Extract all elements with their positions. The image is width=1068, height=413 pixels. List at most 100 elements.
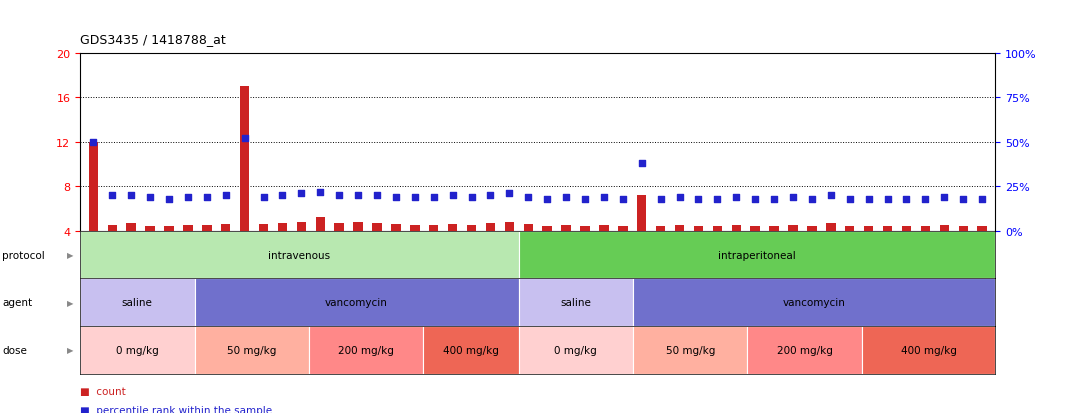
Text: intraperitoneal: intraperitoneal: [718, 250, 796, 260]
Point: [464, 194, 481, 201]
Point: [822, 192, 839, 199]
Bar: [633, 326, 748, 374]
Bar: [675, 226, 685, 231]
Point: [123, 192, 140, 199]
Bar: [827, 223, 835, 231]
Bar: [184, 226, 192, 231]
Bar: [354, 222, 363, 231]
Text: GDS3435 / 1418788_at: GDS3435 / 1418788_at: [80, 33, 225, 45]
Text: saline: saline: [561, 297, 592, 308]
Bar: [977, 227, 987, 231]
Point: [614, 196, 631, 203]
Bar: [562, 226, 570, 231]
Bar: [80, 326, 194, 374]
Text: vancomycin: vancomycin: [325, 297, 388, 308]
Bar: [373, 223, 381, 231]
Bar: [712, 227, 722, 231]
Point: [727, 194, 744, 201]
Text: 400 mg/kg: 400 mg/kg: [900, 345, 957, 355]
Bar: [108, 226, 117, 231]
Point: [482, 192, 499, 199]
Bar: [940, 226, 949, 231]
Point: [747, 196, 764, 203]
Text: 200 mg/kg: 200 mg/kg: [339, 345, 394, 355]
Bar: [391, 225, 400, 231]
Bar: [429, 226, 439, 231]
Bar: [202, 226, 211, 231]
Bar: [599, 226, 609, 231]
Point: [349, 192, 366, 199]
Bar: [637, 196, 646, 231]
Point: [368, 192, 386, 199]
Point: [199, 194, 216, 201]
Point: [803, 196, 820, 203]
Bar: [633, 279, 995, 326]
Text: protocol: protocol: [2, 250, 45, 260]
Point: [142, 194, 159, 201]
Bar: [519, 279, 633, 326]
Text: dose: dose: [2, 345, 27, 355]
Bar: [80, 279, 194, 326]
Point: [766, 196, 783, 203]
Bar: [423, 326, 519, 374]
Point: [388, 194, 405, 201]
Text: ▶: ▶: [67, 346, 74, 354]
Bar: [89, 142, 98, 231]
Bar: [580, 227, 590, 231]
Point: [671, 194, 688, 201]
Text: vancomycin: vancomycin: [783, 297, 846, 308]
Bar: [297, 222, 307, 231]
Text: 50 mg/kg: 50 mg/kg: [227, 345, 277, 355]
Point: [785, 194, 802, 201]
Point: [860, 196, 877, 203]
Text: ■  count: ■ count: [80, 386, 126, 396]
Point: [879, 196, 896, 203]
Point: [936, 194, 953, 201]
Bar: [221, 225, 231, 231]
Point: [179, 194, 197, 201]
Bar: [410, 226, 420, 231]
Bar: [334, 223, 344, 231]
Bar: [901, 227, 911, 231]
Point: [312, 189, 329, 195]
Point: [955, 196, 972, 203]
Point: [104, 192, 121, 199]
Bar: [751, 227, 760, 231]
Point: [293, 191, 310, 197]
Bar: [467, 226, 476, 231]
Text: 400 mg/kg: 400 mg/kg: [443, 345, 499, 355]
Point: [255, 194, 272, 201]
Point: [633, 161, 650, 167]
Bar: [807, 227, 817, 231]
Bar: [194, 279, 519, 326]
Text: 0 mg/kg: 0 mg/kg: [116, 345, 159, 355]
Text: ▶: ▶: [67, 251, 74, 259]
Bar: [769, 227, 779, 231]
Point: [842, 196, 859, 203]
Text: ▶: ▶: [67, 298, 74, 307]
Point: [653, 196, 670, 203]
Text: 0 mg/kg: 0 mg/kg: [554, 345, 597, 355]
Bar: [164, 227, 174, 231]
Point: [538, 196, 555, 203]
Point: [916, 196, 933, 203]
Point: [236, 135, 253, 142]
Point: [577, 196, 594, 203]
Point: [444, 192, 461, 199]
Bar: [309, 326, 423, 374]
Point: [595, 194, 612, 201]
Bar: [240, 87, 249, 231]
Bar: [145, 227, 155, 231]
Point: [690, 196, 707, 203]
Bar: [505, 222, 514, 231]
Bar: [694, 227, 703, 231]
Bar: [543, 227, 552, 231]
Bar: [732, 226, 741, 231]
Point: [425, 194, 442, 201]
Text: intravenous: intravenous: [268, 250, 330, 260]
Point: [501, 191, 518, 197]
Bar: [486, 223, 496, 231]
Bar: [447, 225, 457, 231]
Bar: [864, 227, 874, 231]
Point: [84, 139, 101, 146]
